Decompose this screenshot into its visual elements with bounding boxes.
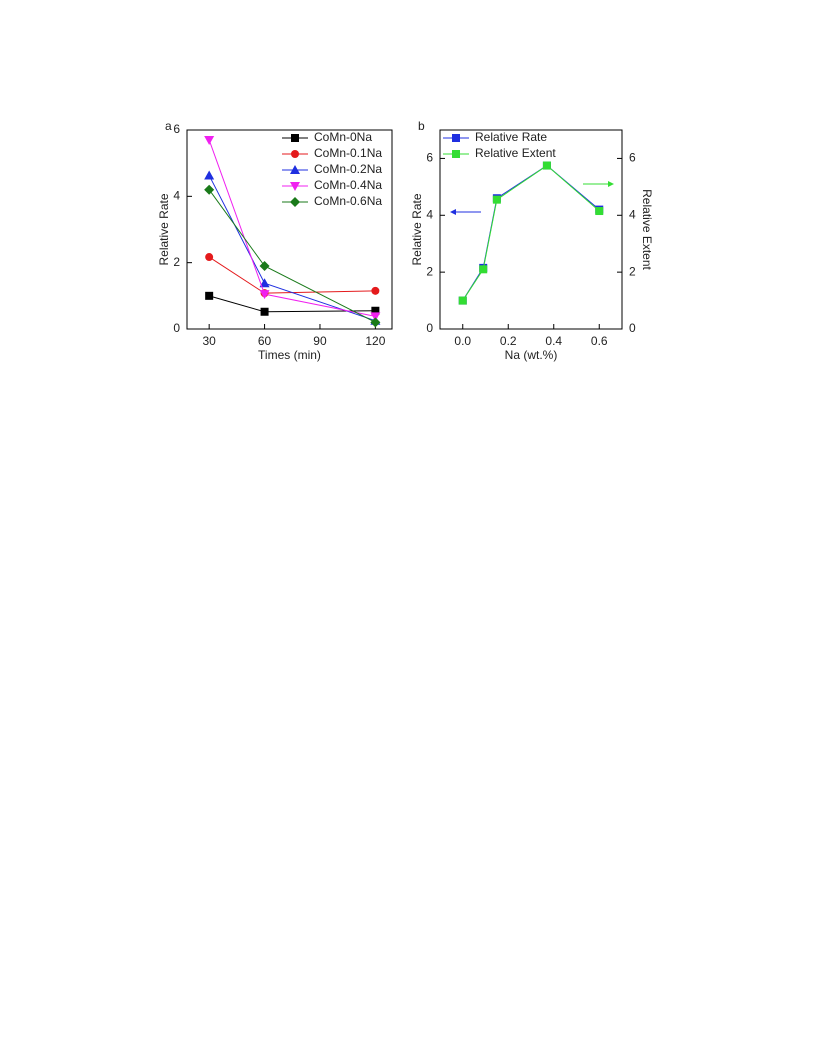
x-tick-label: 0.0 (454, 334, 471, 348)
y-axis-label: Relative Rate (410, 193, 424, 265)
y-axis-label: Relative Rate (157, 193, 171, 265)
legend-label: CoMn-0.1Na (314, 146, 382, 160)
marker (371, 286, 380, 295)
y2-tick-label: 4 (629, 207, 636, 221)
x-tick-label: 120 (365, 334, 385, 348)
plot-frame (439, 129, 623, 330)
marker (259, 260, 270, 271)
marker (492, 195, 501, 204)
marker (370, 317, 381, 328)
y-tick-label: 2 (426, 264, 433, 278)
marker (204, 184, 215, 195)
legend-label: Relative Rate (475, 130, 547, 144)
legend-label: CoMn-0Na (314, 130, 372, 144)
arrow-right (583, 181, 614, 187)
legend-label: CoMn-0.6Na (314, 194, 382, 208)
arrow-left (450, 209, 481, 215)
x-tick-label: 0.2 (500, 334, 517, 348)
marker (204, 170, 215, 180)
marker (290, 182, 300, 191)
x-tick-label: 0.6 (591, 334, 608, 348)
series-line (208, 256, 376, 294)
y-tick-label: 6 (426, 151, 433, 165)
marker (290, 197, 300, 207)
x-tick-label: 60 (258, 334, 272, 348)
x-tick-label: 0.4 (545, 334, 562, 348)
series-line (462, 164, 600, 301)
marker (371, 306, 380, 315)
y-tick-label: 0 (426, 321, 433, 335)
marker (291, 134, 299, 142)
y-tick-label: 2 (173, 255, 180, 269)
x-axis-label: Times (min) (258, 348, 321, 362)
y2-tick-label: 6 (629, 151, 636, 165)
marker (205, 291, 214, 300)
y2-tick-label: 2 (629, 264, 636, 278)
y-tick-label: 6 (173, 122, 180, 136)
legend-label: Relative Extent (475, 146, 556, 160)
x-tick-label: 30 (202, 334, 216, 348)
marker (259, 278, 270, 288)
marker (259, 290, 270, 300)
plot-frame (186, 129, 393, 330)
marker (595, 207, 604, 216)
legend-label: CoMn-0.2Na (314, 162, 382, 176)
y-tick-label: 0 (173, 321, 180, 335)
marker (290, 165, 300, 174)
marker (479, 265, 488, 274)
marker (205, 253, 214, 262)
marker (452, 150, 460, 158)
legend-label: CoMn-0.4Na (314, 178, 382, 192)
y2-axis-label: Relative Extent (640, 189, 654, 270)
series-line (462, 164, 600, 301)
marker (260, 307, 269, 316)
x-tick-label: 90 (313, 334, 327, 348)
y-tick-label: 4 (173, 189, 180, 203)
marker (452, 134, 460, 142)
marker (370, 312, 381, 322)
y2-tick-label: 0 (629, 321, 636, 335)
y-tick-label: 4 (426, 207, 433, 221)
panel-label: a (165, 119, 172, 133)
panel-label: b (418, 119, 425, 133)
x-axis-label: Na (wt.%) (505, 348, 558, 362)
marker (291, 150, 299, 158)
marker (204, 135, 215, 145)
marker (542, 161, 551, 170)
marker (458, 296, 467, 305)
